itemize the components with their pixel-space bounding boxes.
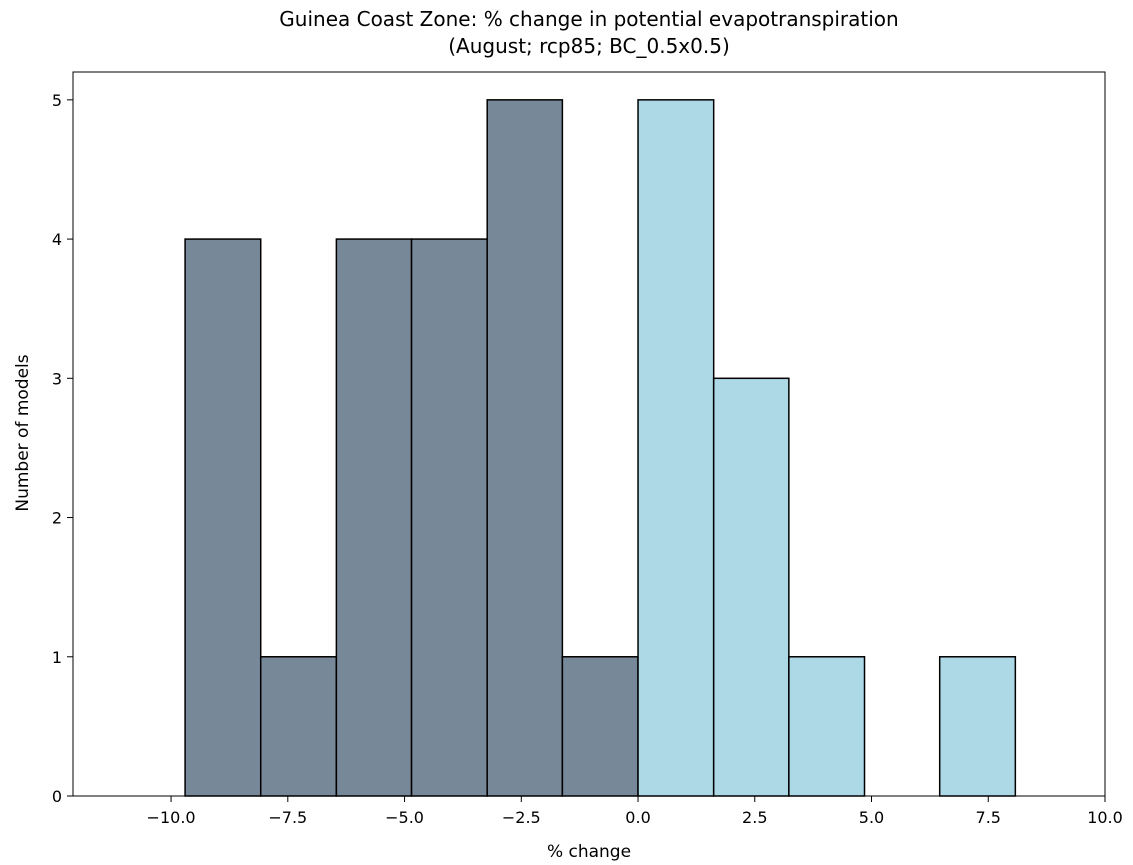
histogram-bar xyxy=(712,377,790,797)
histogram-bar xyxy=(259,656,338,797)
histogram-bar xyxy=(637,99,715,797)
y-tick-label: 0 xyxy=(52,787,62,806)
x-tick-label: 7.5 xyxy=(976,808,1001,827)
y-tick-label: 5 xyxy=(52,91,62,110)
plot-frame xyxy=(72,71,1106,797)
histogram-bar xyxy=(938,656,1017,797)
x-tick-label: 0.0 xyxy=(625,808,650,827)
histogram-bar xyxy=(410,238,488,797)
histogram-bar xyxy=(335,238,413,797)
y-axis-label: Number of models xyxy=(13,354,33,511)
y-tick-label: 2 xyxy=(52,509,62,528)
bars-group xyxy=(184,99,1017,797)
y-tick-label: 4 xyxy=(52,230,62,249)
histogram-bar xyxy=(788,656,866,797)
histogram-bar xyxy=(561,656,639,797)
x-tick-label: −10.0 xyxy=(147,808,196,827)
y-tick-label: 3 xyxy=(52,369,62,388)
x-tick-label: 2.5 xyxy=(742,808,767,827)
chart-title-line-2: (August; rcp85; BC_0.5x0.5) xyxy=(448,34,730,58)
histogram-bar xyxy=(184,238,262,797)
x-tick-label: −5.0 xyxy=(385,808,424,827)
x-axis-ticks: −10.0 −7.5 −5.0 −2.5 0.0 2.5 5.0 7.5 10.0 xyxy=(147,796,1123,827)
x-tick-label: 10.0 xyxy=(1087,808,1123,827)
x-tick-label: −2.5 xyxy=(502,808,541,827)
chart-title-line-1: Guinea Coast Zone: % change in potential… xyxy=(279,7,898,31)
y-axis-ticks: 0 1 2 3 4 5 xyxy=(52,91,73,806)
x-axis-label: % change xyxy=(547,842,631,862)
x-tick-label: −7.5 xyxy=(268,808,307,827)
y-tick-label: 1 xyxy=(52,648,62,667)
histogram-bar xyxy=(486,99,564,797)
x-tick-label: 5.0 xyxy=(859,808,884,827)
